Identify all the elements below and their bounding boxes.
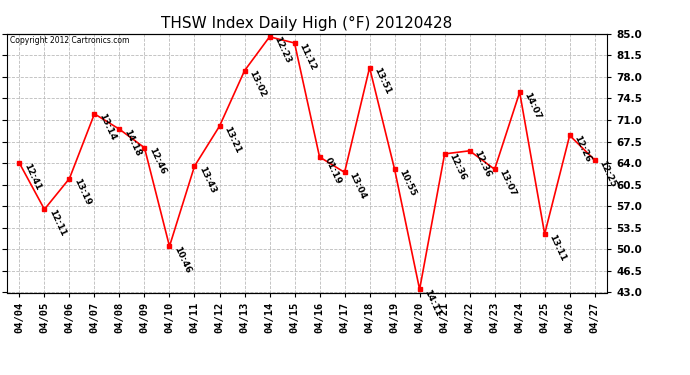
Text: 12:23: 12:23 bbox=[273, 36, 293, 65]
Text: 12:11: 12:11 bbox=[47, 208, 68, 238]
Text: 13:19: 13:19 bbox=[72, 177, 92, 207]
Text: 10:46: 10:46 bbox=[172, 245, 193, 274]
Text: 12:36: 12:36 bbox=[447, 153, 468, 182]
Text: 13:04: 13:04 bbox=[347, 171, 368, 201]
Text: 13:43: 13:43 bbox=[197, 165, 217, 195]
Text: 13:02: 13:02 bbox=[247, 69, 268, 99]
Text: 13:21: 13:21 bbox=[222, 125, 243, 154]
Title: THSW Index Daily High (°F) 20120428: THSW Index Daily High (°F) 20120428 bbox=[161, 16, 453, 31]
Text: 12:25: 12:25 bbox=[598, 159, 618, 188]
Text: 13:14: 13:14 bbox=[97, 112, 117, 142]
Text: 12:36: 12:36 bbox=[473, 149, 493, 179]
Text: 01:19: 01:19 bbox=[322, 156, 343, 185]
Text: 10:55: 10:55 bbox=[397, 168, 417, 198]
Text: 14:11: 14:11 bbox=[422, 288, 443, 318]
Text: 13:11: 13:11 bbox=[547, 232, 568, 262]
Text: 14:07: 14:07 bbox=[522, 91, 543, 121]
Text: 14:18: 14:18 bbox=[122, 128, 143, 158]
Text: 12:41: 12:41 bbox=[22, 162, 43, 192]
Text: 12:46: 12:46 bbox=[147, 146, 168, 176]
Text: 12:26: 12:26 bbox=[573, 134, 593, 164]
Text: 13:51: 13:51 bbox=[373, 66, 393, 96]
Text: Copyright 2012 Cartronics.com: Copyright 2012 Cartronics.com bbox=[10, 36, 129, 45]
Text: 11:12: 11:12 bbox=[297, 42, 317, 71]
Text: 13:07: 13:07 bbox=[497, 168, 518, 198]
